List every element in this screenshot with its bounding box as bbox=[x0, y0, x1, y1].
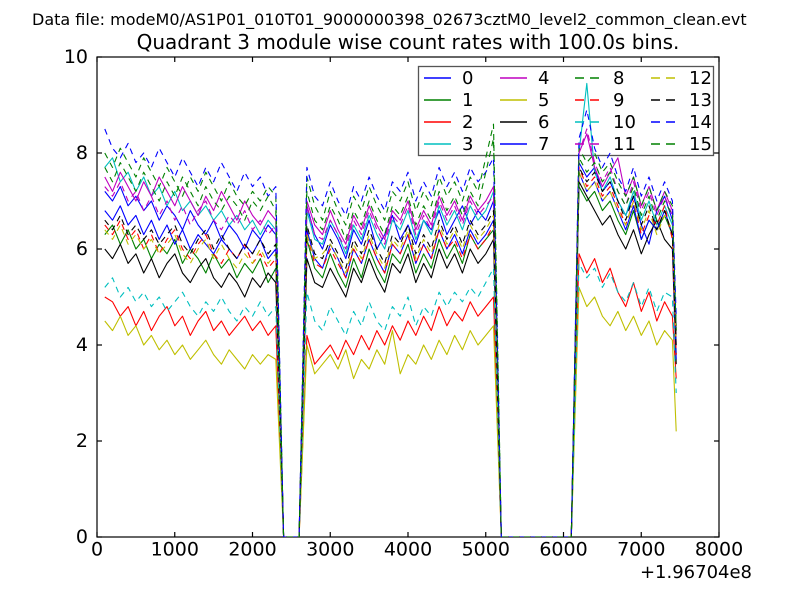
legend-label-2: 2 bbox=[462, 112, 473, 133]
y-tick-label: 6 bbox=[76, 238, 88, 260]
x-tick-label: 5000 bbox=[462, 539, 510, 561]
legend-label-13: 13 bbox=[689, 90, 712, 111]
legend-label-7: 7 bbox=[538, 134, 549, 155]
y-tick-label: 2 bbox=[76, 430, 88, 452]
y-tick-label: 0 bbox=[76, 526, 88, 548]
y-tick-label: 10 bbox=[64, 46, 88, 68]
y-tick-label: 4 bbox=[76, 334, 88, 356]
x-tick-label: 0 bbox=[91, 539, 103, 561]
x-tick-label: 1000 bbox=[151, 539, 199, 561]
x-tick-label: 6000 bbox=[539, 539, 587, 561]
series-line-module-15 bbox=[104, 138, 677, 537]
series-line-module-4 bbox=[104, 133, 677, 537]
datafile-label: Data file: modeM0/AS1P01_010T01_90000003… bbox=[32, 10, 747, 29]
legend-label-9: 9 bbox=[613, 90, 624, 111]
series-line-module-10 bbox=[104, 262, 677, 537]
legend-label-4: 4 bbox=[538, 68, 549, 89]
legend-label-0: 0 bbox=[462, 68, 473, 89]
chart-title: Quadrant 3 module wise count rates with … bbox=[136, 30, 680, 54]
x-axis-offset-label: +1.96704e8 bbox=[640, 562, 752, 583]
y-tick-label: 8 bbox=[76, 142, 88, 164]
axis-ticks bbox=[96, 56, 720, 538]
series-line-module-1 bbox=[104, 186, 677, 537]
series-line-module-9 bbox=[104, 166, 677, 537]
x-tick-label: 7000 bbox=[617, 539, 665, 561]
legend-label-8: 8 bbox=[613, 68, 624, 89]
legend-label-1: 1 bbox=[462, 90, 473, 111]
series-line-module-3 bbox=[104, 82, 677, 537]
series-line-module-14 bbox=[104, 109, 677, 537]
series-line-module-0 bbox=[104, 162, 677, 537]
series-line-module-2 bbox=[104, 253, 677, 537]
series-line-module-6 bbox=[104, 181, 677, 537]
series-line-module-8 bbox=[104, 123, 677, 537]
series-lines bbox=[104, 82, 677, 537]
y-tick-labels: 0 2 4 6 8 10 bbox=[64, 46, 88, 548]
x-tick-label: 3000 bbox=[306, 539, 354, 561]
x-tick-label: 2000 bbox=[228, 539, 276, 561]
series-line-module-11 bbox=[104, 128, 677, 537]
series-line-module-5 bbox=[104, 286, 677, 537]
legend-label-12: 12 bbox=[689, 68, 712, 89]
x-tick-label: 4000 bbox=[384, 539, 432, 561]
legend-label-5: 5 bbox=[538, 90, 549, 111]
legend-label-6: 6 bbox=[538, 112, 549, 133]
series-line-module-12 bbox=[104, 171, 677, 537]
legend-label-11: 11 bbox=[613, 134, 636, 155]
legend-frame bbox=[417, 65, 715, 157]
x-tick-label: 8000 bbox=[695, 539, 743, 561]
legend-label-15: 15 bbox=[689, 134, 712, 155]
legend-label-10: 10 bbox=[613, 112, 636, 133]
legend-label-3: 3 bbox=[462, 134, 473, 155]
x-tick-labels: 0 1000 2000 3000 4000 5000 6000 7000 8000 bbox=[91, 539, 743, 561]
legend-label-14: 14 bbox=[689, 112, 712, 133]
